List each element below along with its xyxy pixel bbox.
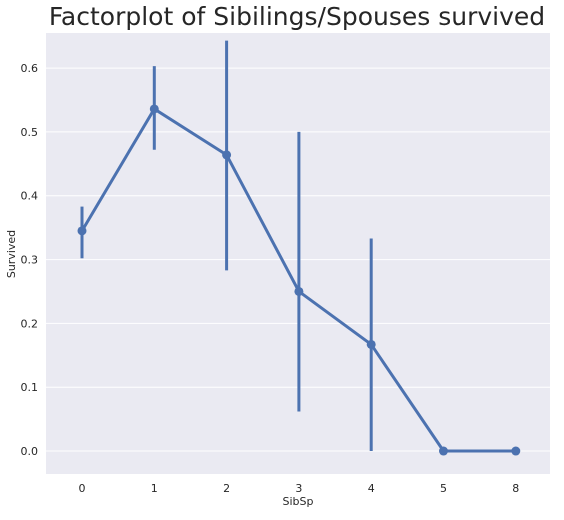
y-tick-label: 0.2 [21,317,39,330]
y-tick-label: 0.5 [21,126,39,139]
y-axis-label: Survived [5,230,18,278]
y-tick-label: 0.3 [21,254,39,267]
x-tick-label: 5 [440,482,447,495]
x-tick-label: 0 [79,482,86,495]
data-point [294,286,304,296]
x-axis-label: SibSp [283,495,314,508]
data-point [439,446,448,456]
data-point [366,339,376,349]
data-point [77,226,87,236]
x-tick-label: 1 [151,482,158,495]
x-tick-label: 8 [512,482,519,495]
x-tick-label: 4 [368,482,375,495]
y-tick-label: 0.6 [21,62,39,75]
x-tick-label: 3 [295,482,302,495]
y-tick-label: 0.4 [21,190,39,203]
data-point [511,446,521,456]
x-tick-label: 2 [223,482,230,495]
data-point [149,104,159,114]
chart-title: Factorplot of Sibilings/Spouses survived [49,2,545,31]
y-tick-label: 0.1 [21,381,39,394]
data-point [222,150,232,160]
x-tick-labels: 0 1 2 3 4 5 8 [79,482,520,495]
series-points [77,104,521,456]
y-tick-label: 0.0 [21,445,39,458]
y-tick-labels: 0.0 0.1 0.2 0.3 0.4 0.5 0.6 [21,62,39,458]
